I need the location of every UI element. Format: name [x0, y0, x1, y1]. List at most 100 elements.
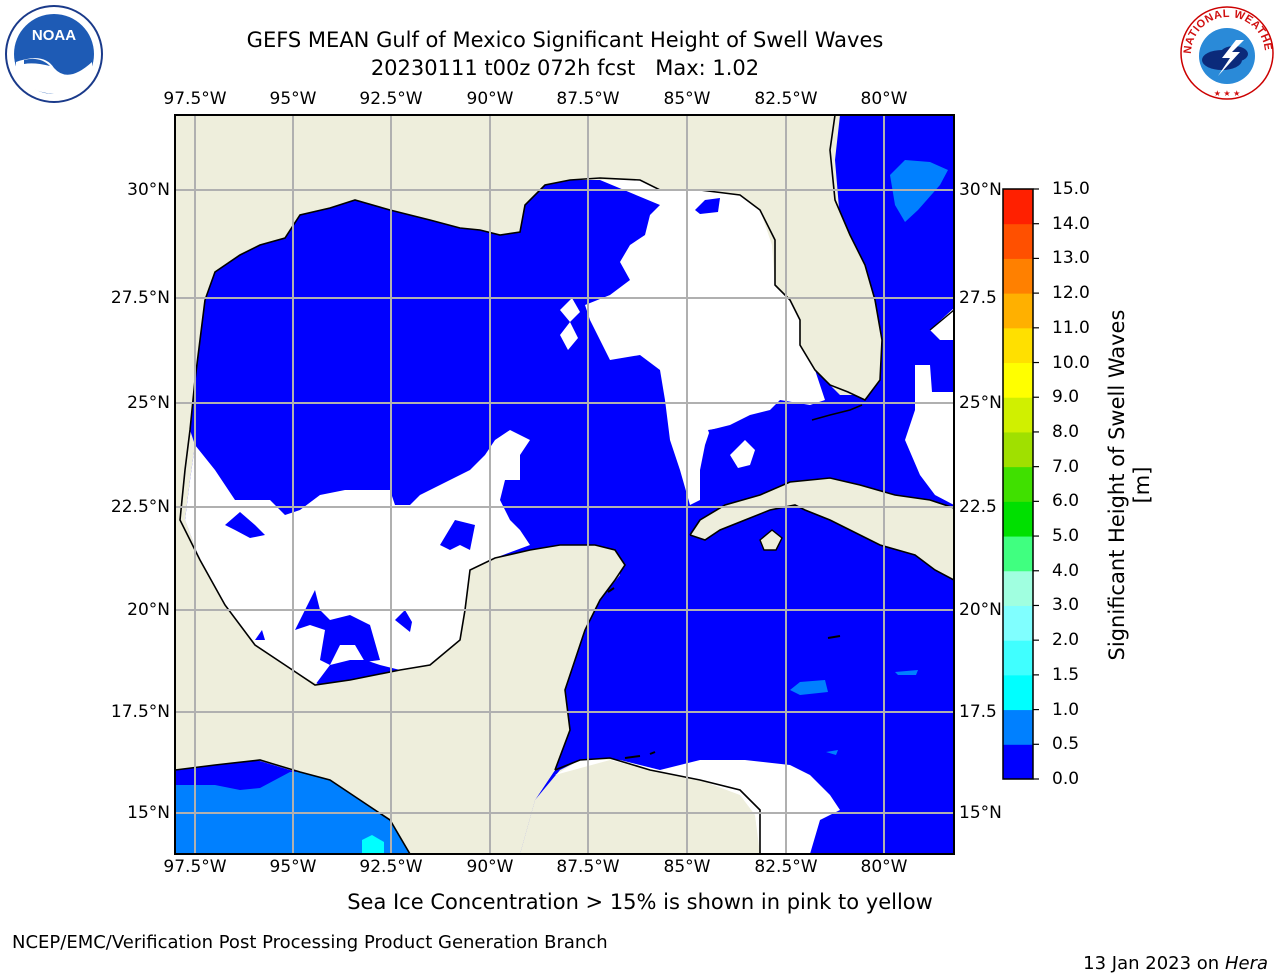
map-frame [174, 114, 955, 855]
colorbar-segment [1003, 293, 1033, 329]
blue-patch-west-3 [440, 520, 475, 550]
lon-tick-bottom: 92.5°W [359, 857, 423, 877]
caribbean-swell-spot-2 [895, 670, 918, 675]
lat-tick-left: 27.5°N [110, 288, 170, 308]
atlantic-no-data-1 [930, 308, 954, 340]
blue-patch-west-2 [395, 610, 412, 632]
lat-tick-right: 15°N [959, 803, 1002, 823]
colorbar [1003, 188, 1039, 780]
white-spot-east [730, 440, 755, 468]
footer-credit: NCEP/EMC/Verification Post Processing Pr… [12, 932, 608, 953]
colorbar-tick-label: 5.0 [1052, 526, 1080, 547]
colorbar-segment [1003, 744, 1033, 780]
lon-tick-top: 90°W [466, 89, 514, 109]
lon-tick-top: 87.5°W [556, 89, 620, 109]
lon-tick-top: 97.5°W [163, 89, 227, 109]
colorbar-segment [1003, 501, 1033, 537]
coastline-pacific [175, 759, 411, 854]
colorbar-segment [1003, 189, 1033, 225]
lon-tick-top: 80°W [860, 89, 908, 109]
map-gridlines [175, 115, 954, 854]
lat-tick-left: 15°N [127, 803, 170, 823]
colorbar-segment [1003, 674, 1033, 711]
blue-patch-west-4 [225, 512, 265, 538]
colorbar-segment [1003, 223, 1033, 259]
blue-patch-west-1 [295, 590, 380, 665]
noaa-logo: NOAA [5, 5, 103, 103]
lon-tick-top: 92.5°W [359, 89, 423, 109]
colorbar-tick-label: 9.0 [1052, 387, 1080, 408]
coastline-mexico [179, 299, 626, 771]
colorbar-tick-label: 12.0 [1052, 283, 1090, 304]
lon-tick-top: 82.5°W [754, 89, 818, 109]
lat-tick-left: 25°N [127, 393, 170, 413]
honduras [520, 758, 760, 854]
colorbar-tick-label: 0.0 [1052, 769, 1080, 789]
cuba [690, 478, 954, 580]
chart-title: GEFS MEAN Gulf of Mexico Significant Hei… [246, 28, 884, 52]
no-data-area-west [185, 430, 530, 685]
lon-tick-bottom: 97.5°W [163, 857, 227, 877]
colorbar-label: Significant Height of Swell Waves [m] [1105, 309, 1154, 661]
lon-tick-top: 95°W [269, 89, 317, 109]
lon-tick-bottom: 80°W [860, 857, 908, 877]
pacific-swell-high [362, 835, 384, 854]
lat-tick-right: 27.5 [959, 288, 997, 308]
footer-date: 13 Jan 2023 on Hera [1072, 932, 1268, 974]
no-data-area-east [585, 180, 825, 505]
sea-ice-note: Sea Ice Concentration > 15% is shown in … [347, 890, 933, 914]
footer-machine: Hera [1224, 953, 1268, 974]
colorbar-tick-label: 10.0 [1052, 352, 1090, 373]
florida-keys [811, 404, 863, 421]
yucatan [175, 545, 625, 854]
florida [545, 115, 882, 400]
lat-tick-left: 17.5°N [110, 702, 170, 722]
colorbar-segment [1003, 640, 1033, 676]
colorbar-tick-label: 8.0 [1052, 421, 1080, 442]
white-spot-mid-2 [560, 322, 578, 350]
coastline-cuba [689, 477, 954, 581]
colorbar-tick-label: 13.0 [1052, 248, 1090, 269]
colorbar-segment [1003, 362, 1033, 398]
lat-tick-left: 30°N [127, 180, 170, 200]
lon-tick-bottom: 95°W [269, 857, 317, 877]
colorbar-tick-label: 15.0 [1052, 179, 1090, 199]
coastline-isla [759, 529, 783, 551]
lon-tick-bottom: 87.5°W [556, 857, 620, 877]
small-islands [607, 587, 841, 759]
caribbean-swell-spot [790, 680, 828, 695]
svg-text:★ ★ ★: ★ ★ ★ [1214, 89, 1241, 98]
lat-tick-left: 20°N [127, 600, 170, 620]
colorbar-tick-label: 3.0 [1052, 595, 1080, 616]
caribbean-no-data [555, 760, 840, 854]
colorbar-segment [1003, 327, 1033, 364]
mexico-texas-land [175, 115, 545, 700]
colorbar-tick-label: 11.0 [1052, 317, 1090, 338]
lat-tick-right: 17.5 [959, 702, 997, 722]
lat-tick-right: 30°N [959, 180, 1002, 200]
atlantic-no-data-2 [905, 365, 954, 505]
colorbar-segment [1003, 570, 1033, 606]
isla-de-la-juventud [760, 530, 782, 550]
colorbar-tick-label: 4.0 [1052, 560, 1080, 581]
lon-tick-bottom: 82.5°W [754, 857, 818, 877]
nws-logo: NATIONAL WEATHER SERVICE ★ ★ ★ [1178, 4, 1274, 100]
lon-tick-bottom: 85°W [663, 857, 711, 877]
white-spot-mid-1 [560, 298, 580, 322]
colorbar-segment [1003, 466, 1033, 502]
lat-tick-right: 20°N [959, 600, 1002, 620]
colorbar-tick-label: 14.0 [1052, 213, 1090, 234]
footer-date-text: 13 Jan 2023 on [1083, 953, 1225, 974]
colorbar-segment [1003, 431, 1033, 468]
colorbar-tick-label: 7.0 [1052, 456, 1080, 477]
coastline-central-america [554, 757, 761, 854]
blue-patch-west-5 [255, 630, 265, 640]
colorbar-segment [1003, 536, 1033, 572]
lon-tick-bottom: 90°W [466, 857, 514, 877]
colorbar-tick-label: 2.0 [1052, 630, 1080, 651]
blue-patch-east-1 [695, 198, 720, 214]
caribbean-swell-spot-3 [826, 750, 838, 755]
lat-tick-left: 22.5°N [110, 497, 170, 517]
coastline-atlantic [929, 309, 954, 331]
